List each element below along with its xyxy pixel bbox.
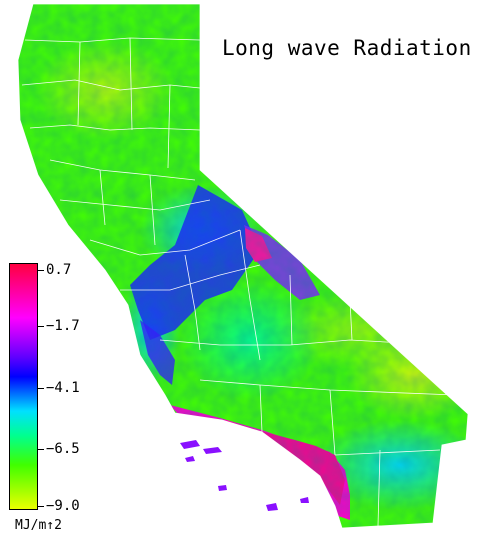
- legend-tick: [38, 449, 44, 450]
- legend-label-max: 0.7: [46, 262, 72, 278]
- legend-label: −1.7: [46, 318, 80, 334]
- legend-units: MJ/m↑2: [15, 518, 62, 533]
- legend-label: −6.5: [46, 441, 80, 457]
- county-borders: [17, 3, 469, 529]
- legend-tick: [38, 326, 44, 327]
- map-title: Long wave Radiation: [222, 36, 472, 60]
- legend-tick: [38, 388, 44, 389]
- legend-label-min: −9.0: [46, 498, 80, 514]
- legend-tick: [38, 270, 44, 271]
- legend-label: −4.1: [46, 380, 80, 396]
- legend-tick: [38, 506, 44, 507]
- channel-islands: [180, 440, 309, 511]
- color-scale-bar: [9, 263, 38, 510]
